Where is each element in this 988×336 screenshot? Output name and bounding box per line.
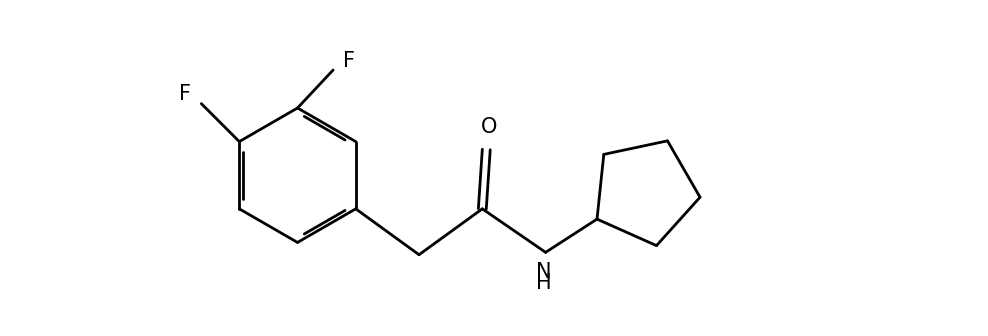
Text: H: H [536,273,552,293]
Text: F: F [179,84,191,104]
Text: F: F [344,50,356,71]
Text: N: N [536,262,551,282]
Text: O: O [480,117,497,137]
